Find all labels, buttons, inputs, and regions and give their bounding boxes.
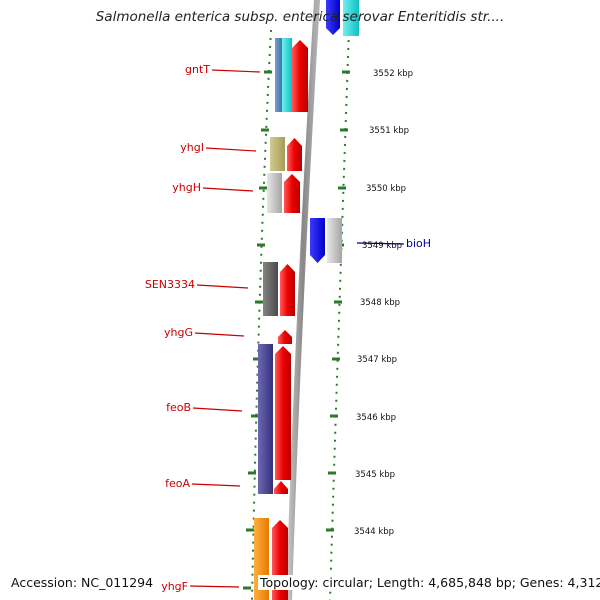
gntT-cyan-gene [282,38,292,112]
gntT-steel-gene [275,38,283,112]
yhgG-gene-group [278,330,292,344]
yhgH-gene-group [267,173,300,213]
yhgI-red-gene [287,138,302,171]
yhgG-red-gene [278,330,292,344]
bioH-gene-group [310,218,342,263]
yhgI-olive-gene [270,137,285,171]
gene-top-cyan [343,0,359,36]
gene-label-yhgG[interactable]: yhgG [164,326,193,339]
feoB-leader [192,407,243,412]
scale-label-3550: 3550 kbp [366,184,406,194]
gene-label-leaders [189,69,261,588]
yhgH-leader [202,187,254,192]
feoB-purple-gene [258,344,273,494]
feoA-gene-group [274,481,288,494]
feoB-gene-group [258,344,291,494]
gene-label-feoA[interactable]: feoA [165,477,190,490]
dotted-boundaries [251,0,351,600]
left-dotted-boundary [251,29,272,600]
yhgG-leader [194,332,245,337]
yhgI-leader [205,147,257,152]
SEN3334-gene-group [263,262,295,316]
left-tick-marks [243,70,272,590]
gntT-leader [211,69,261,73]
scale-label-3546: 3546 kbp [356,413,396,423]
gene-label-gntT[interactable]: gntT [185,63,210,76]
yhgI-gene-group [270,137,302,171]
scale-labels: 3552 kbp 3551 kbp 3550 kbp 3549 kbp 3548… [354,69,413,537]
topology-summary: Topology: circular; Length: 4,685,848 bp… [258,575,600,590]
scale-label-3551: 3551 kbp [369,126,409,136]
bioH-gene [310,218,325,263]
genome-title: Salmonella enterica subsp. enterica sero… [95,9,505,25]
accession-label: Accession: NC_011294 [9,575,156,590]
feoA-red-gene [274,481,288,494]
gntT-red-gene [292,40,308,112]
gene-top-blue [326,0,340,35]
right-dotted-boundary [329,0,351,600]
yhgH-silver-gene [267,173,282,213]
gntT-gene-group [275,38,308,112]
genome-backbone [286,0,320,600]
scale-label-3544: 3544 kbp [354,527,394,537]
gene-label-yhgI[interactable]: yhgI [180,141,204,154]
gene-label-yhgH[interactable]: yhgH [172,181,201,194]
yhgF-leader [189,585,240,588]
feoA-leader [191,483,241,487]
gene-labels: gntT yhgI yhgH SEN3334 yhgG feoB feoA yh… [145,63,210,593]
scale-label-3549: 3549 kbp [362,241,402,251]
gene-label-bioH[interactable]: bioH [406,237,431,250]
feoB-red-gene [275,346,291,480]
top-right-genes [326,0,359,36]
scale-label-3547: 3547 kbp [357,355,397,365]
SEN3334-dark-gene [263,262,278,316]
yhgH-red-gene [284,174,300,213]
gene-label-feoB[interactable]: feoB [166,401,191,414]
scale-label-3545: 3545 kbp [355,470,395,480]
bioH-neighbor-gene [327,218,342,263]
gene-label-SEN3334[interactable]: SEN3334 [145,278,195,291]
scale-label-3548: 3548 kbp [360,298,400,308]
SEN3334-red-gene [280,264,295,316]
SEN3334-leader [196,284,249,289]
right-tick-marks [324,14,353,590]
bioH-leader [356,242,405,245]
gene-label-yhgF[interactable]: yhgF [161,580,188,593]
scale-label-3552: 3552 kbp [373,69,413,79]
